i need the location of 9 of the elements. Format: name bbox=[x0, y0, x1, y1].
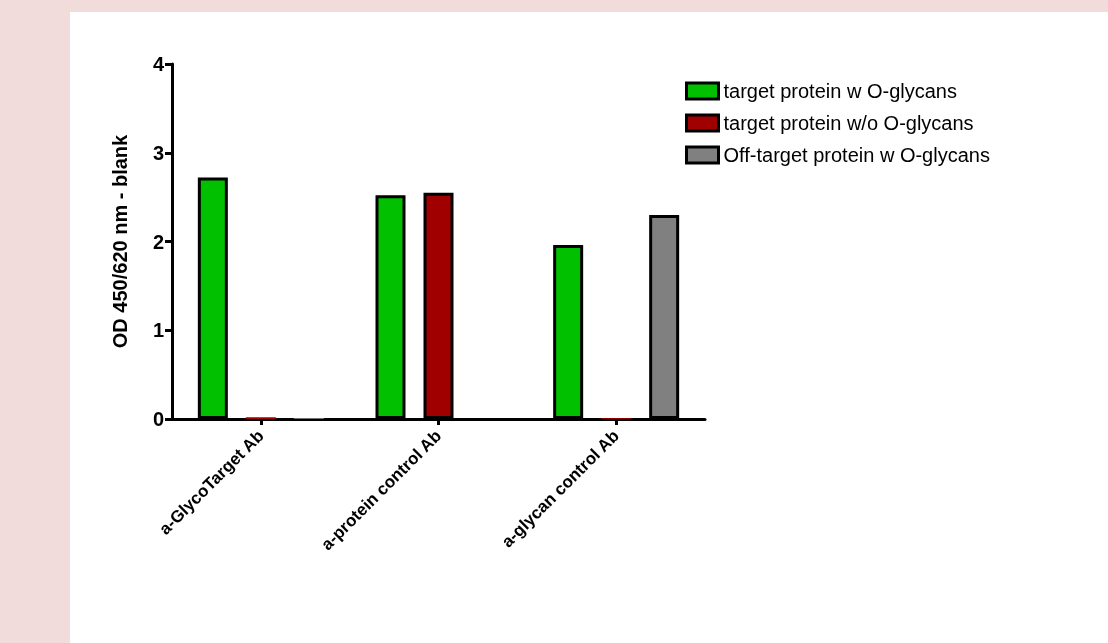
legend-label: target protein w O-glycans bbox=[723, 80, 957, 102]
legend-label: Off-target protein w O-glycans bbox=[723, 144, 990, 166]
y-tick-label: 1 bbox=[152, 319, 164, 342]
y-tick-label: 0 bbox=[152, 408, 164, 430]
y-tick-label: 3 bbox=[152, 141, 164, 164]
y-tick-label: 4 bbox=[152, 53, 165, 75]
y-axis-title: OD 450/620 nm - blank bbox=[109, 133, 131, 349]
y-tick-label: 2 bbox=[152, 230, 164, 253]
legend-label: target protein w/o O-glycans bbox=[723, 112, 974, 134]
